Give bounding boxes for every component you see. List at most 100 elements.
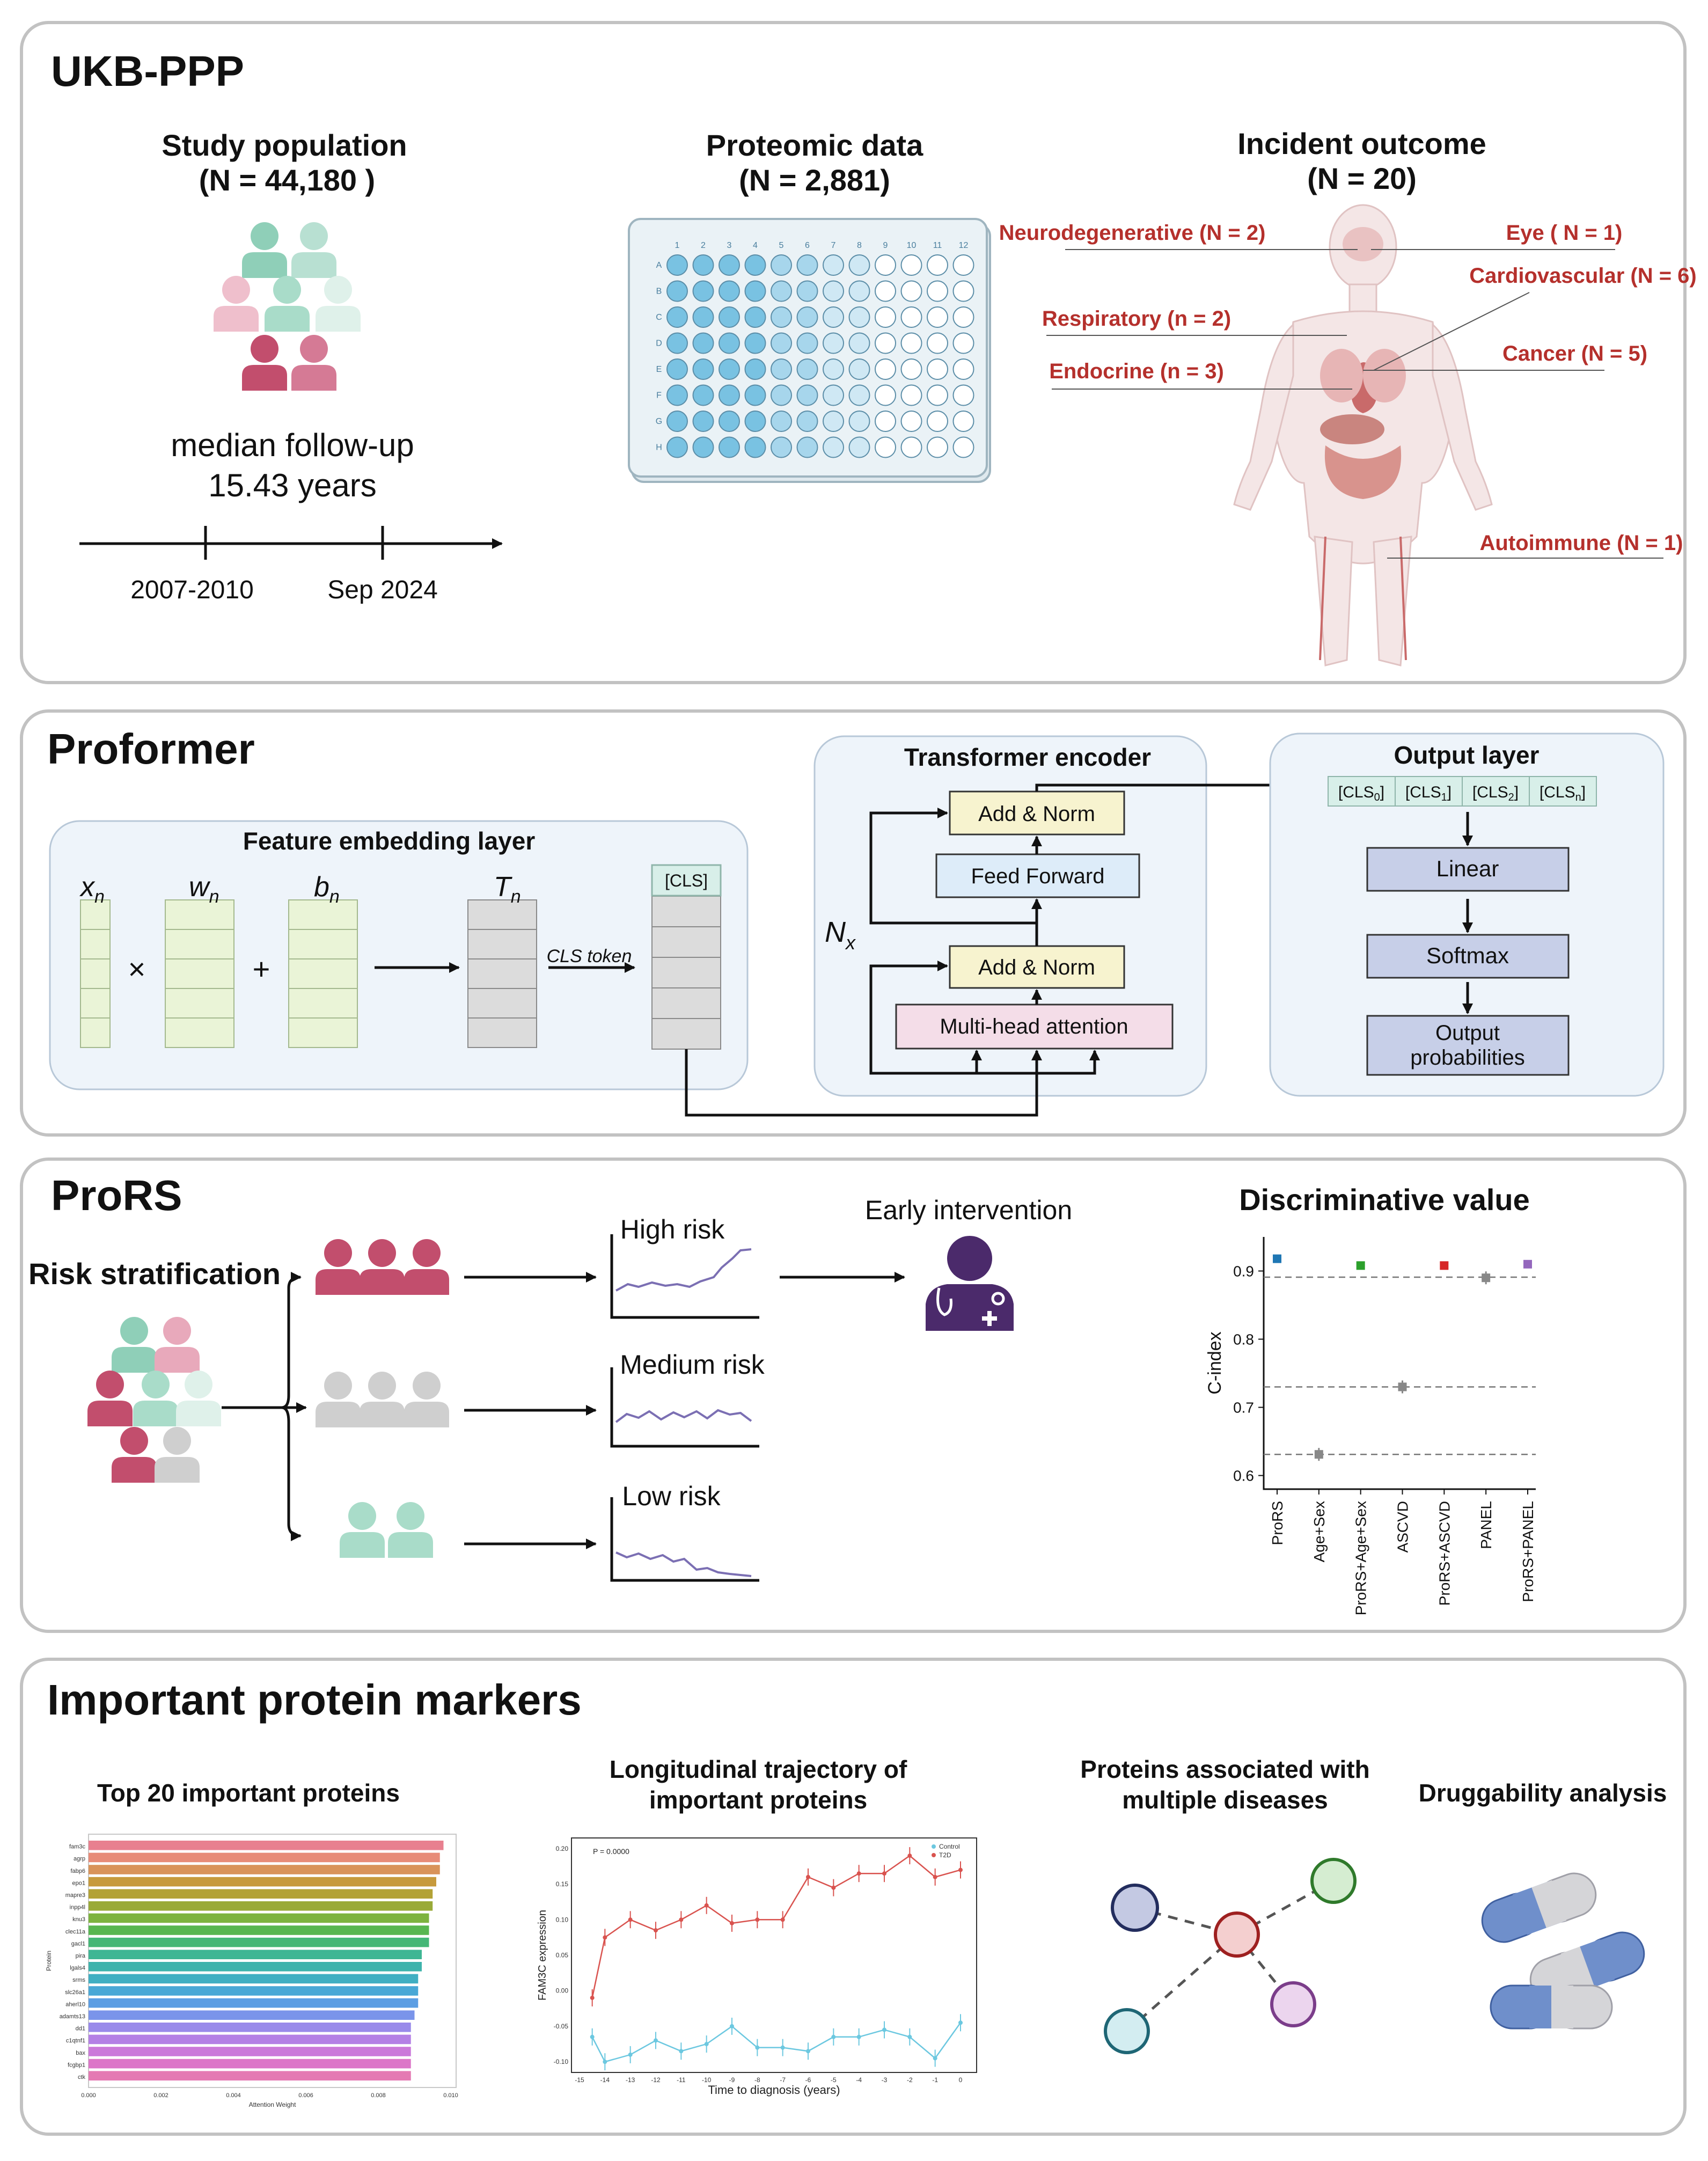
druggability-title: Druggability analysis	[1419, 1779, 1667, 1807]
line-y-tick-label: 0.00	[556, 1987, 569, 1995]
plate-column-label: 8	[857, 241, 862, 250]
plate-well	[875, 254, 896, 276]
cindex-point	[1398, 1382, 1407, 1391]
plate-well	[771, 306, 792, 328]
plate-well	[719, 306, 740, 328]
person-body	[214, 306, 259, 332]
series-point	[907, 1854, 912, 1858]
var-b: bn	[314, 871, 340, 907]
plate-well	[771, 332, 792, 354]
plate-well	[848, 411, 870, 432]
plate-well	[796, 436, 818, 458]
series-point	[704, 2042, 709, 2047]
person-head	[251, 222, 278, 250]
x-tick-label: PANEL	[1478, 1501, 1494, 1549]
plate-column-label: 12	[959, 241, 969, 250]
protein-label: bax	[76, 2050, 85, 2056]
series-point	[780, 2045, 785, 2050]
person-head	[120, 1317, 148, 1345]
output-cls-cell	[1529, 776, 1597, 807]
cindex-point	[1523, 1259, 1532, 1269]
plate-well	[875, 411, 896, 432]
follow-up-line1: median follow-up	[171, 427, 414, 463]
protein-bar	[89, 1986, 419, 1996]
plate-row-label: B	[656, 287, 662, 296]
crowd-person	[112, 1427, 157, 1483]
protein-label: aherl10	[65, 2001, 85, 2008]
plate-well	[900, 332, 922, 354]
protein-bar	[89, 2047, 411, 2056]
follow-up-line2: 15.43 years	[208, 467, 377, 503]
plate-well	[927, 280, 948, 302]
bar-x-tick-label: 0.008	[371, 2092, 386, 2099]
population-person	[316, 276, 361, 332]
line-x-tick-label: -2	[907, 2076, 913, 2084]
disease-neuro-label: Neurodegenerative (N = 2)	[999, 221, 1266, 245]
line-x-tick-label: -10	[702, 2076, 712, 2084]
bar-x-axis-label: Attention Weight	[249, 2101, 296, 2108]
legend-marker	[932, 1844, 936, 1849]
series-point	[806, 2049, 810, 2054]
plate-well	[952, 280, 974, 302]
x-column-cell	[80, 899, 111, 930]
person-head	[397, 1502, 424, 1530]
disease-cardio-label: Cardiovascular (N = 6)	[1469, 264, 1697, 288]
protein-bar	[89, 1901, 433, 1911]
plate-row-label: D	[656, 339, 662, 348]
plate-row-label: C	[656, 313, 662, 322]
protein-label: agrp	[74, 1856, 85, 1862]
x-column-cell	[80, 958, 111, 989]
p-value-annotation: P = 0.0000	[593, 1847, 629, 1856]
line-x-tick-label: -7	[780, 2076, 786, 2084]
population-person	[214, 276, 259, 332]
person-body	[155, 1457, 200, 1483]
disease-cancer-label: Cancer (N = 5)	[1502, 342, 1647, 365]
plate-column-label: 10	[907, 241, 917, 250]
chart-axes	[1263, 1237, 1536, 1490]
plate-well	[692, 254, 714, 276]
series-point	[654, 1928, 658, 1933]
plus-sign: +	[253, 952, 270, 986]
person-body	[242, 252, 287, 278]
plate-well	[952, 332, 974, 354]
person-head	[142, 1371, 170, 1398]
output-layer-label: Output layer	[1394, 741, 1540, 769]
plate-well	[666, 384, 688, 406]
line-x-tick-label: -1	[932, 2076, 938, 2084]
x-tick-label: ASCVD	[1395, 1501, 1411, 1552]
plate-well	[823, 384, 844, 406]
trend-axes	[610, 1234, 759, 1582]
population-person	[265, 276, 310, 332]
add-norm-top	[949, 790, 1125, 836]
plate-well	[927, 436, 948, 458]
y-axis-label: C-index	[1205, 1331, 1225, 1394]
w-column-cell	[165, 1017, 234, 1048]
plate-well	[875, 384, 896, 406]
series-point	[933, 1874, 937, 1879]
plate-well	[875, 358, 896, 380]
cls-column-cell	[651, 1018, 721, 1050]
plate-well	[771, 254, 792, 276]
series-point	[704, 1903, 709, 1908]
person-body	[291, 252, 336, 278]
protein-bar	[89, 1998, 419, 2008]
study-population-people-icon	[214, 222, 361, 391]
plate-well	[744, 254, 766, 276]
linear-box	[1366, 847, 1570, 892]
series-point	[654, 2038, 658, 2043]
proteomic-label: Proteomic data	[706, 128, 923, 162]
line-x-tick-label: -12	[651, 2076, 661, 2084]
plate-row-label: H	[656, 443, 662, 452]
legend-label: Control	[939, 1843, 960, 1850]
x-column-cell	[80, 929, 111, 959]
plate-well	[666, 254, 688, 276]
proteomic-n: (N = 2,881)	[739, 163, 890, 197]
plate-row-label: F	[656, 391, 662, 400]
x-tick-label: ProRS+Age+Sex	[1353, 1501, 1369, 1615]
legend-marker	[932, 1853, 936, 1857]
line-y-tick-label: 0.20	[556, 1845, 569, 1852]
plate-well	[719, 358, 740, 380]
w-column-cell	[165, 929, 234, 959]
medium-risk-person	[316, 1372, 361, 1427]
